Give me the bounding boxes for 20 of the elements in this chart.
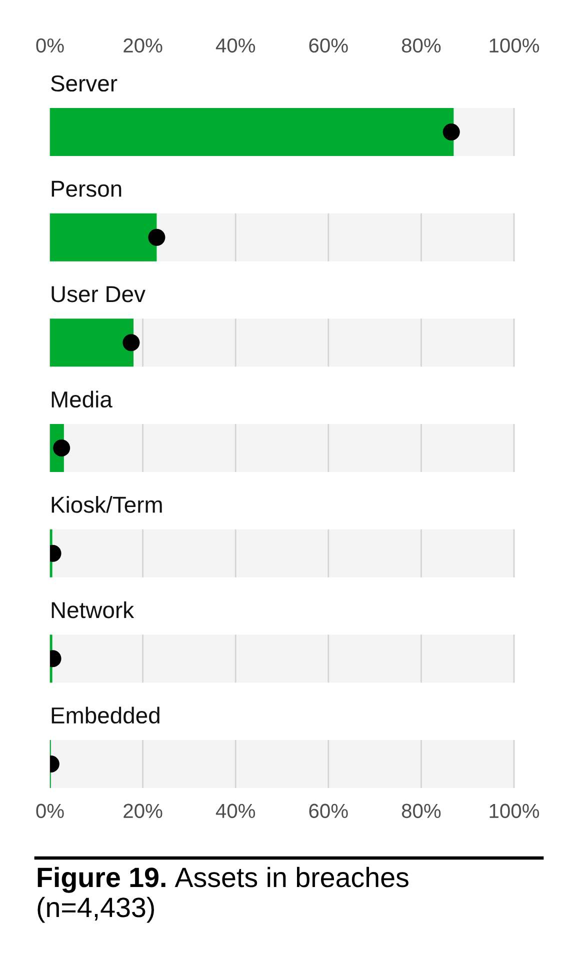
y-tick-label: Media xyxy=(52,390,112,408)
x-tick-label: 80% xyxy=(402,804,441,818)
x2-tick-label: 20% xyxy=(124,38,162,53)
x-tick-label: 60% xyxy=(309,804,348,818)
y-tick-label: Embedded xyxy=(52,706,160,724)
x2-tick-label: 40% xyxy=(216,38,256,53)
x2-tick-label: 60% xyxy=(309,38,348,53)
x2-tick-label: 80% xyxy=(402,38,441,53)
x-tick-label: 0% xyxy=(36,804,64,818)
text: Figure 19. xyxy=(38,866,166,893)
x-tick-label: 40% xyxy=(216,804,256,818)
y-tick-label: Network xyxy=(52,601,134,618)
y-tick-label: Server xyxy=(51,75,118,92)
x2-tick-label: 100% xyxy=(490,38,540,53)
y-tick-label: Person xyxy=(52,180,122,197)
y-tick-label: User Dev xyxy=(52,286,146,302)
x2-tick-label: 0% xyxy=(36,38,64,53)
x-tick-label: 20% xyxy=(124,804,162,818)
y-tick-label: Kiosk/Term xyxy=(52,496,162,513)
x-tick-label: 100% xyxy=(490,804,540,818)
